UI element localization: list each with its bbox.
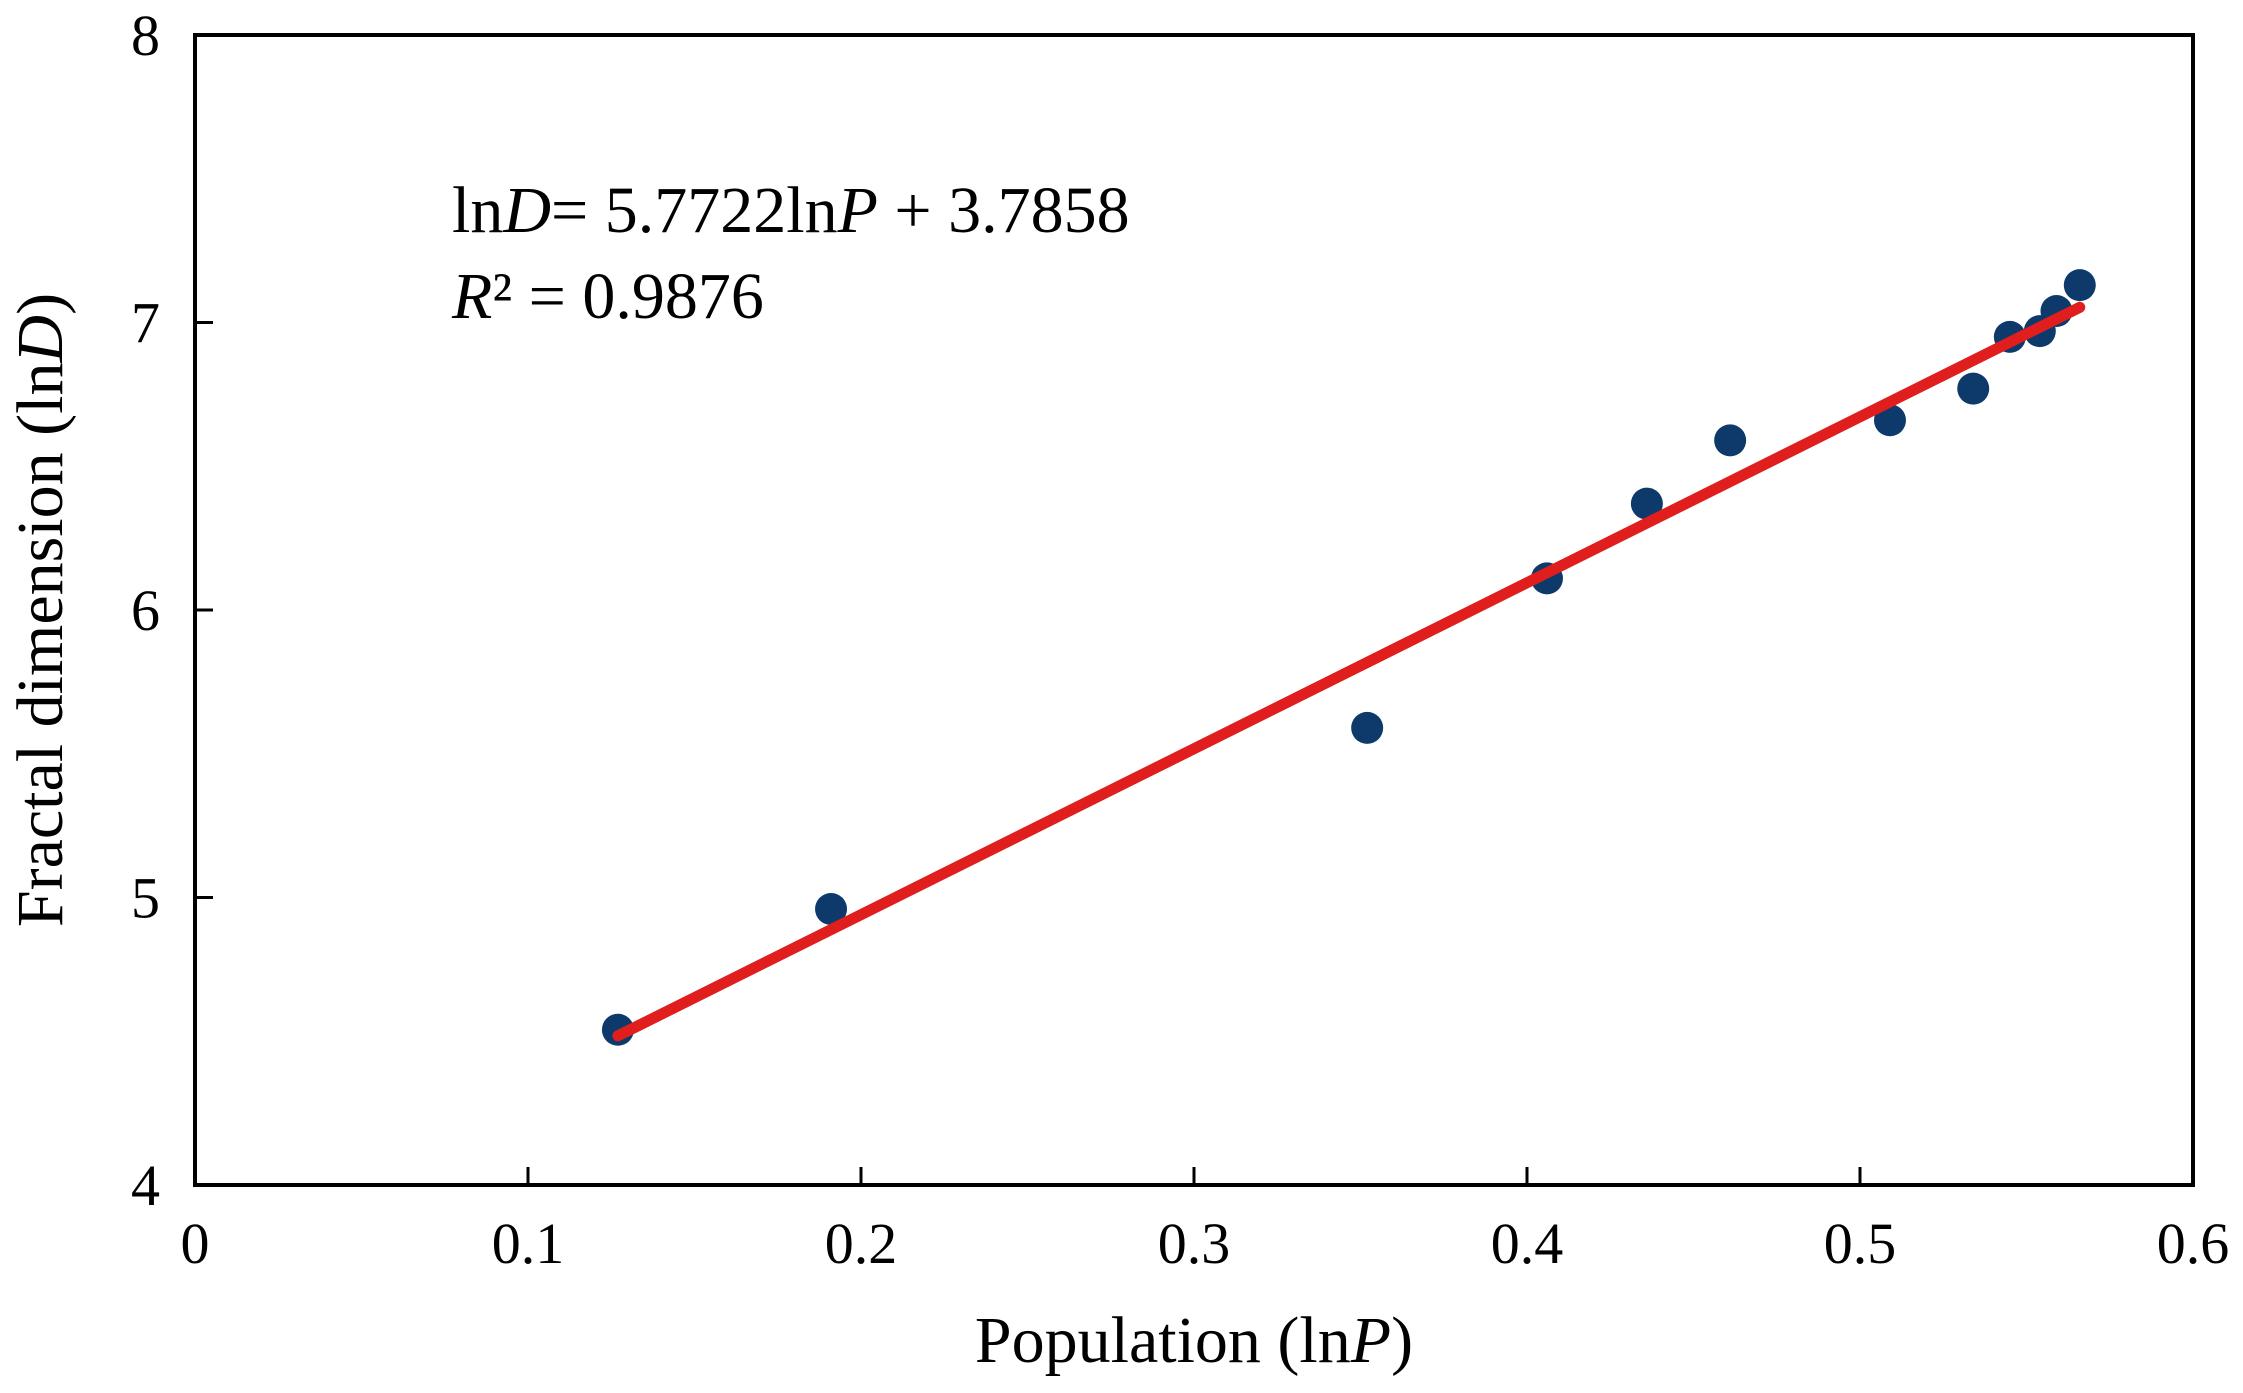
x-axis-title: Population (lnP) [975, 1304, 1413, 1377]
x-tick-label: 0.3 [1158, 1211, 1231, 1276]
data-point [1630, 487, 1663, 520]
x-tick-label: 0.6 [2157, 1211, 2230, 1276]
y-tick-label: 4 [131, 1153, 160, 1218]
plot-area-frame [193, 33, 2195, 1187]
data-point [1714, 424, 1747, 457]
x-tick-label: 0.4 [1491, 1211, 1564, 1276]
trend-line [612, 301, 2086, 1042]
data-point [1351, 711, 1384, 744]
regression-equation: lnD= 5.7722lnP + 3.7858 [452, 174, 1130, 247]
y-axis-ticks [195, 33, 213, 1187]
data-point [815, 893, 848, 925]
data-point [1873, 404, 1906, 437]
x-tick-label: 0.5 [1824, 1211, 1897, 1276]
y-tick-label: 8 [131, 3, 160, 68]
data-point [1957, 372, 1990, 405]
r-squared-label: R² = 0.9876 [451, 260, 764, 333]
y-tick-label: 5 [131, 866, 160, 931]
y-axis-tick-labels: 4 5 6 7 8 [131, 3, 160, 1218]
y-tick-label: 6 [131, 578, 160, 643]
y-axis-title: Fractal dimension (lnD) [4, 293, 77, 927]
x-tick-label: 0.1 [492, 1211, 565, 1276]
x-tick-label: 0 [181, 1211, 210, 1276]
y-tick-label: 7 [131, 291, 160, 356]
x-tick-label: 0.2 [825, 1211, 898, 1276]
x-axis-ticks [193, 1167, 2195, 1185]
data-point [2063, 269, 2096, 302]
x-axis-tick-labels: 0 0.1 0.2 0.3 0.4 0.5 0.6 [181, 1211, 2230, 1276]
